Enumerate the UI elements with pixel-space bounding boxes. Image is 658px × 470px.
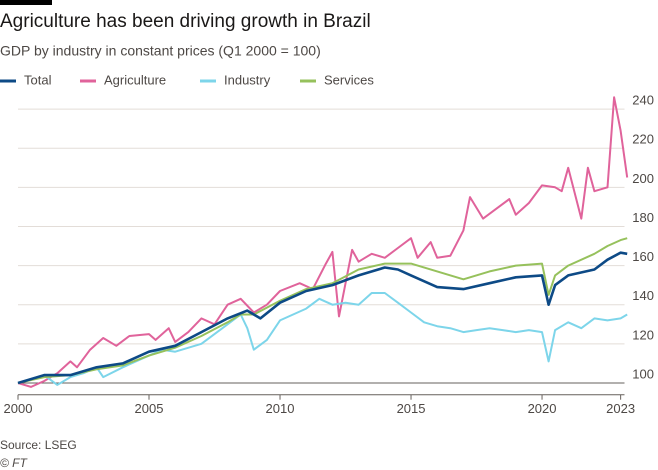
y-tick-label: 100 [632,366,654,381]
x-tick-label: 2000 [4,401,33,416]
x-tick-label: 2023 [606,401,635,416]
legend-label: Agriculture [104,72,166,87]
series-line [17,237,628,384]
chart-subtitle: GDP by industry in constant prices (Q1 2… [0,43,321,59]
x-tick-label: 2020 [528,401,557,416]
y-tick-label: 200 [632,171,654,186]
y-tick-label: 120 [632,327,654,342]
series-line [17,96,629,388]
source: Source: LSEG [0,438,77,452]
legend-label: Services [324,72,374,87]
x-tick-label: 2005 [135,401,164,416]
chart-title: Agriculture has been driving growth in B… [0,11,371,32]
y-tick-label: 220 [632,132,654,147]
credit: © FT [0,456,29,470]
legend-label: Total [24,72,52,87]
series-line [17,251,628,385]
brand-bar [0,0,52,5]
y-tick-label: 240 [632,93,654,108]
y-tick-label: 180 [632,210,654,225]
y-tick-label: 160 [632,249,654,264]
x-tick-label: 2010 [266,401,295,416]
legend-label: Industry [224,72,271,87]
x-tick-label: 2015 [397,401,426,416]
series-line [17,292,628,386]
y-tick-label: 140 [632,288,654,303]
